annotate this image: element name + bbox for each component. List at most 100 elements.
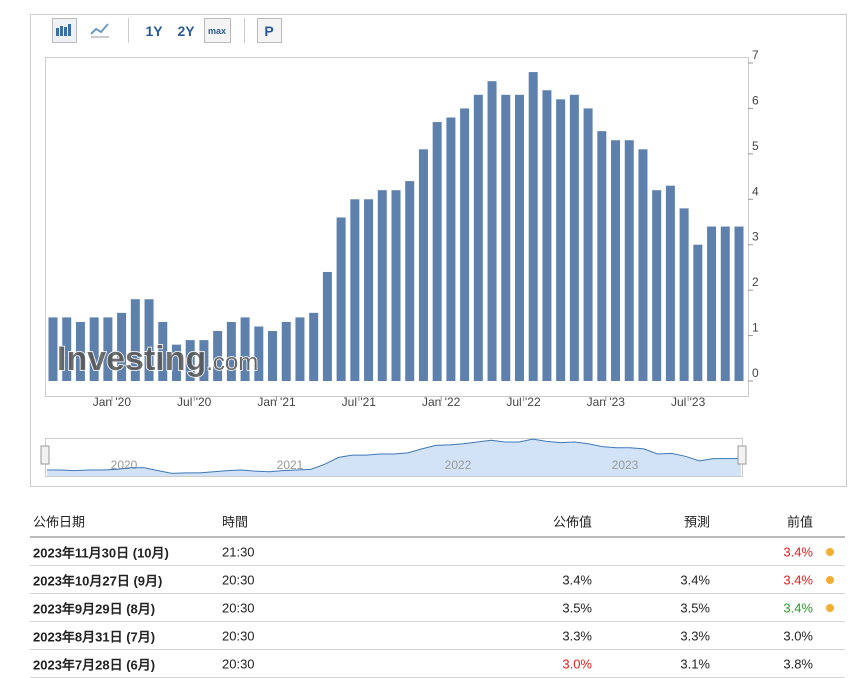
toolbar-button[interactable]: 1Y <box>145 23 163 39</box>
table-cell: 20:30 <box>222 628 255 643</box>
x-tick-label: Jul '22 <box>506 395 541 409</box>
bar <box>418 149 428 381</box>
bar <box>226 321 236 381</box>
bar <box>583 108 593 381</box>
header-cell: 前值 <box>786 514 813 529</box>
navigator-label: 2022 <box>445 458 472 472</box>
table: 公佈日期 時間 公佈值 預測 前值 2023年11月30日 (10月) 21:30 3.4% 2… <box>30 505 845 678</box>
bar <box>528 72 538 381</box>
bar <box>62 317 72 381</box>
bar <box>281 321 291 381</box>
bar <box>693 244 703 381</box>
bar <box>720 226 730 381</box>
bar <box>309 312 319 381</box>
table-cell: 2023年7月28日 (6月) <box>33 657 156 672</box>
x-tick-label: Jul '21 <box>342 395 377 409</box>
bar <box>391 190 401 381</box>
bar <box>460 108 470 381</box>
table-cell: 3.8% <box>783 656 813 671</box>
bar <box>611 140 621 381</box>
bar <box>665 185 675 381</box>
bar <box>117 312 127 381</box>
table-cell: 3.0% <box>562 656 592 671</box>
line-icon <box>90 23 109 35</box>
bar <box>377 190 387 381</box>
table-cell: 3.5% <box>562 600 592 615</box>
table-row: 2023年11月30日 (10月) 21:30 3.4% <box>30 538 845 566</box>
navigator-label: 2020 <box>111 458 138 472</box>
bar <box>268 331 278 381</box>
table-row: 2023年8月31日 (7月) 20:30 3.3% 3.3% 3.0% <box>30 622 845 650</box>
bar <box>652 190 662 381</box>
toolbar-button[interactable]: max <box>208 26 226 36</box>
chart: 1Y 2Y max P 0 1 2 3 4 5 6 7 Jan '20 Jul '20 Jan '21 Jul… <box>30 14 847 487</box>
bar <box>350 199 360 381</box>
table-cell: 2023年11月30日 (10月) <box>33 545 169 560</box>
bar <box>213 331 223 381</box>
y-tick-label: 0 <box>752 366 759 380</box>
bar <box>89 317 99 381</box>
status-dot <box>826 548 834 556</box>
bar <box>158 321 168 381</box>
y-tick-label: 5 <box>752 139 759 153</box>
table-cell: 3.4% <box>783 572 813 587</box>
table-cell: 2023年9月29日 (8月) <box>33 601 156 616</box>
bar <box>707 226 717 381</box>
y-tick-label: 2 <box>752 275 759 289</box>
bar <box>679 208 689 381</box>
table-cell: 3.0% <box>783 628 813 643</box>
bar <box>487 81 497 382</box>
y-tick-label: 3 <box>752 230 759 244</box>
x-tick-label: Jan '22 <box>422 395 461 409</box>
table-row: 2023年10月27日 (9月) 20:30 3.4% 3.4% 3.4% <box>30 566 845 594</box>
table-cell: 3.3% <box>562 628 592 643</box>
x-tick-label: Jan '20 <box>93 395 132 409</box>
header-cell: 公佈值 <box>552 514 592 529</box>
bar <box>130 299 140 381</box>
table-cell: 2023年8月31日 (7月) <box>33 629 156 644</box>
y-tick-label: 1 <box>752 321 759 335</box>
bar <box>432 122 442 382</box>
max-button-frame <box>204 18 231 43</box>
table-row: 2023年9月29日 (8月) 20:30 3.5% 3.5% 3.4% <box>30 594 845 622</box>
p-button-frame <box>257 18 282 43</box>
table-cell: 21:30 <box>222 544 255 559</box>
watermark-main: Investing <box>57 340 206 378</box>
bar <box>336 217 346 381</box>
y-tick-label: 4 <box>752 184 759 198</box>
navigator-area <box>47 439 741 476</box>
bar <box>473 94 483 382</box>
x-tick-label: Jan '23 <box>587 395 626 409</box>
bar <box>254 326 264 381</box>
bar <box>185 340 195 381</box>
bar <box>240 317 250 381</box>
toolbar-button[interactable]: 2Y <box>177 23 195 39</box>
watermark: Investing.com <box>57 340 258 378</box>
bar <box>48 317 58 381</box>
navigator-handle[interactable] <box>737 445 747 465</box>
bar <box>514 94 524 382</box>
bar <box>569 94 579 382</box>
x-tick-label: Jul '20 <box>177 395 212 409</box>
bar-icon <box>56 24 71 36</box>
table-cell: 20:30 <box>222 656 255 671</box>
bar <box>405 181 415 381</box>
bar <box>501 94 511 382</box>
status-dot <box>826 604 834 612</box>
bar <box>364 199 374 381</box>
header-cell: 預測 <box>683 514 710 529</box>
table-cell: 3.5% <box>680 600 710 615</box>
header-cell: 時間 <box>222 514 249 529</box>
x-tick-label: Jul '23 <box>671 395 706 409</box>
bar <box>103 317 113 381</box>
status-dot <box>826 576 834 584</box>
navigator-label: 2023 <box>612 458 639 472</box>
bar <box>556 99 566 381</box>
navigator-handle[interactable] <box>40 445 50 465</box>
bar <box>542 90 552 381</box>
bar <box>734 226 744 381</box>
bar <box>446 117 456 381</box>
table-cell: 20:30 <box>222 572 255 587</box>
toolbar-button[interactable]: P <box>264 23 273 39</box>
